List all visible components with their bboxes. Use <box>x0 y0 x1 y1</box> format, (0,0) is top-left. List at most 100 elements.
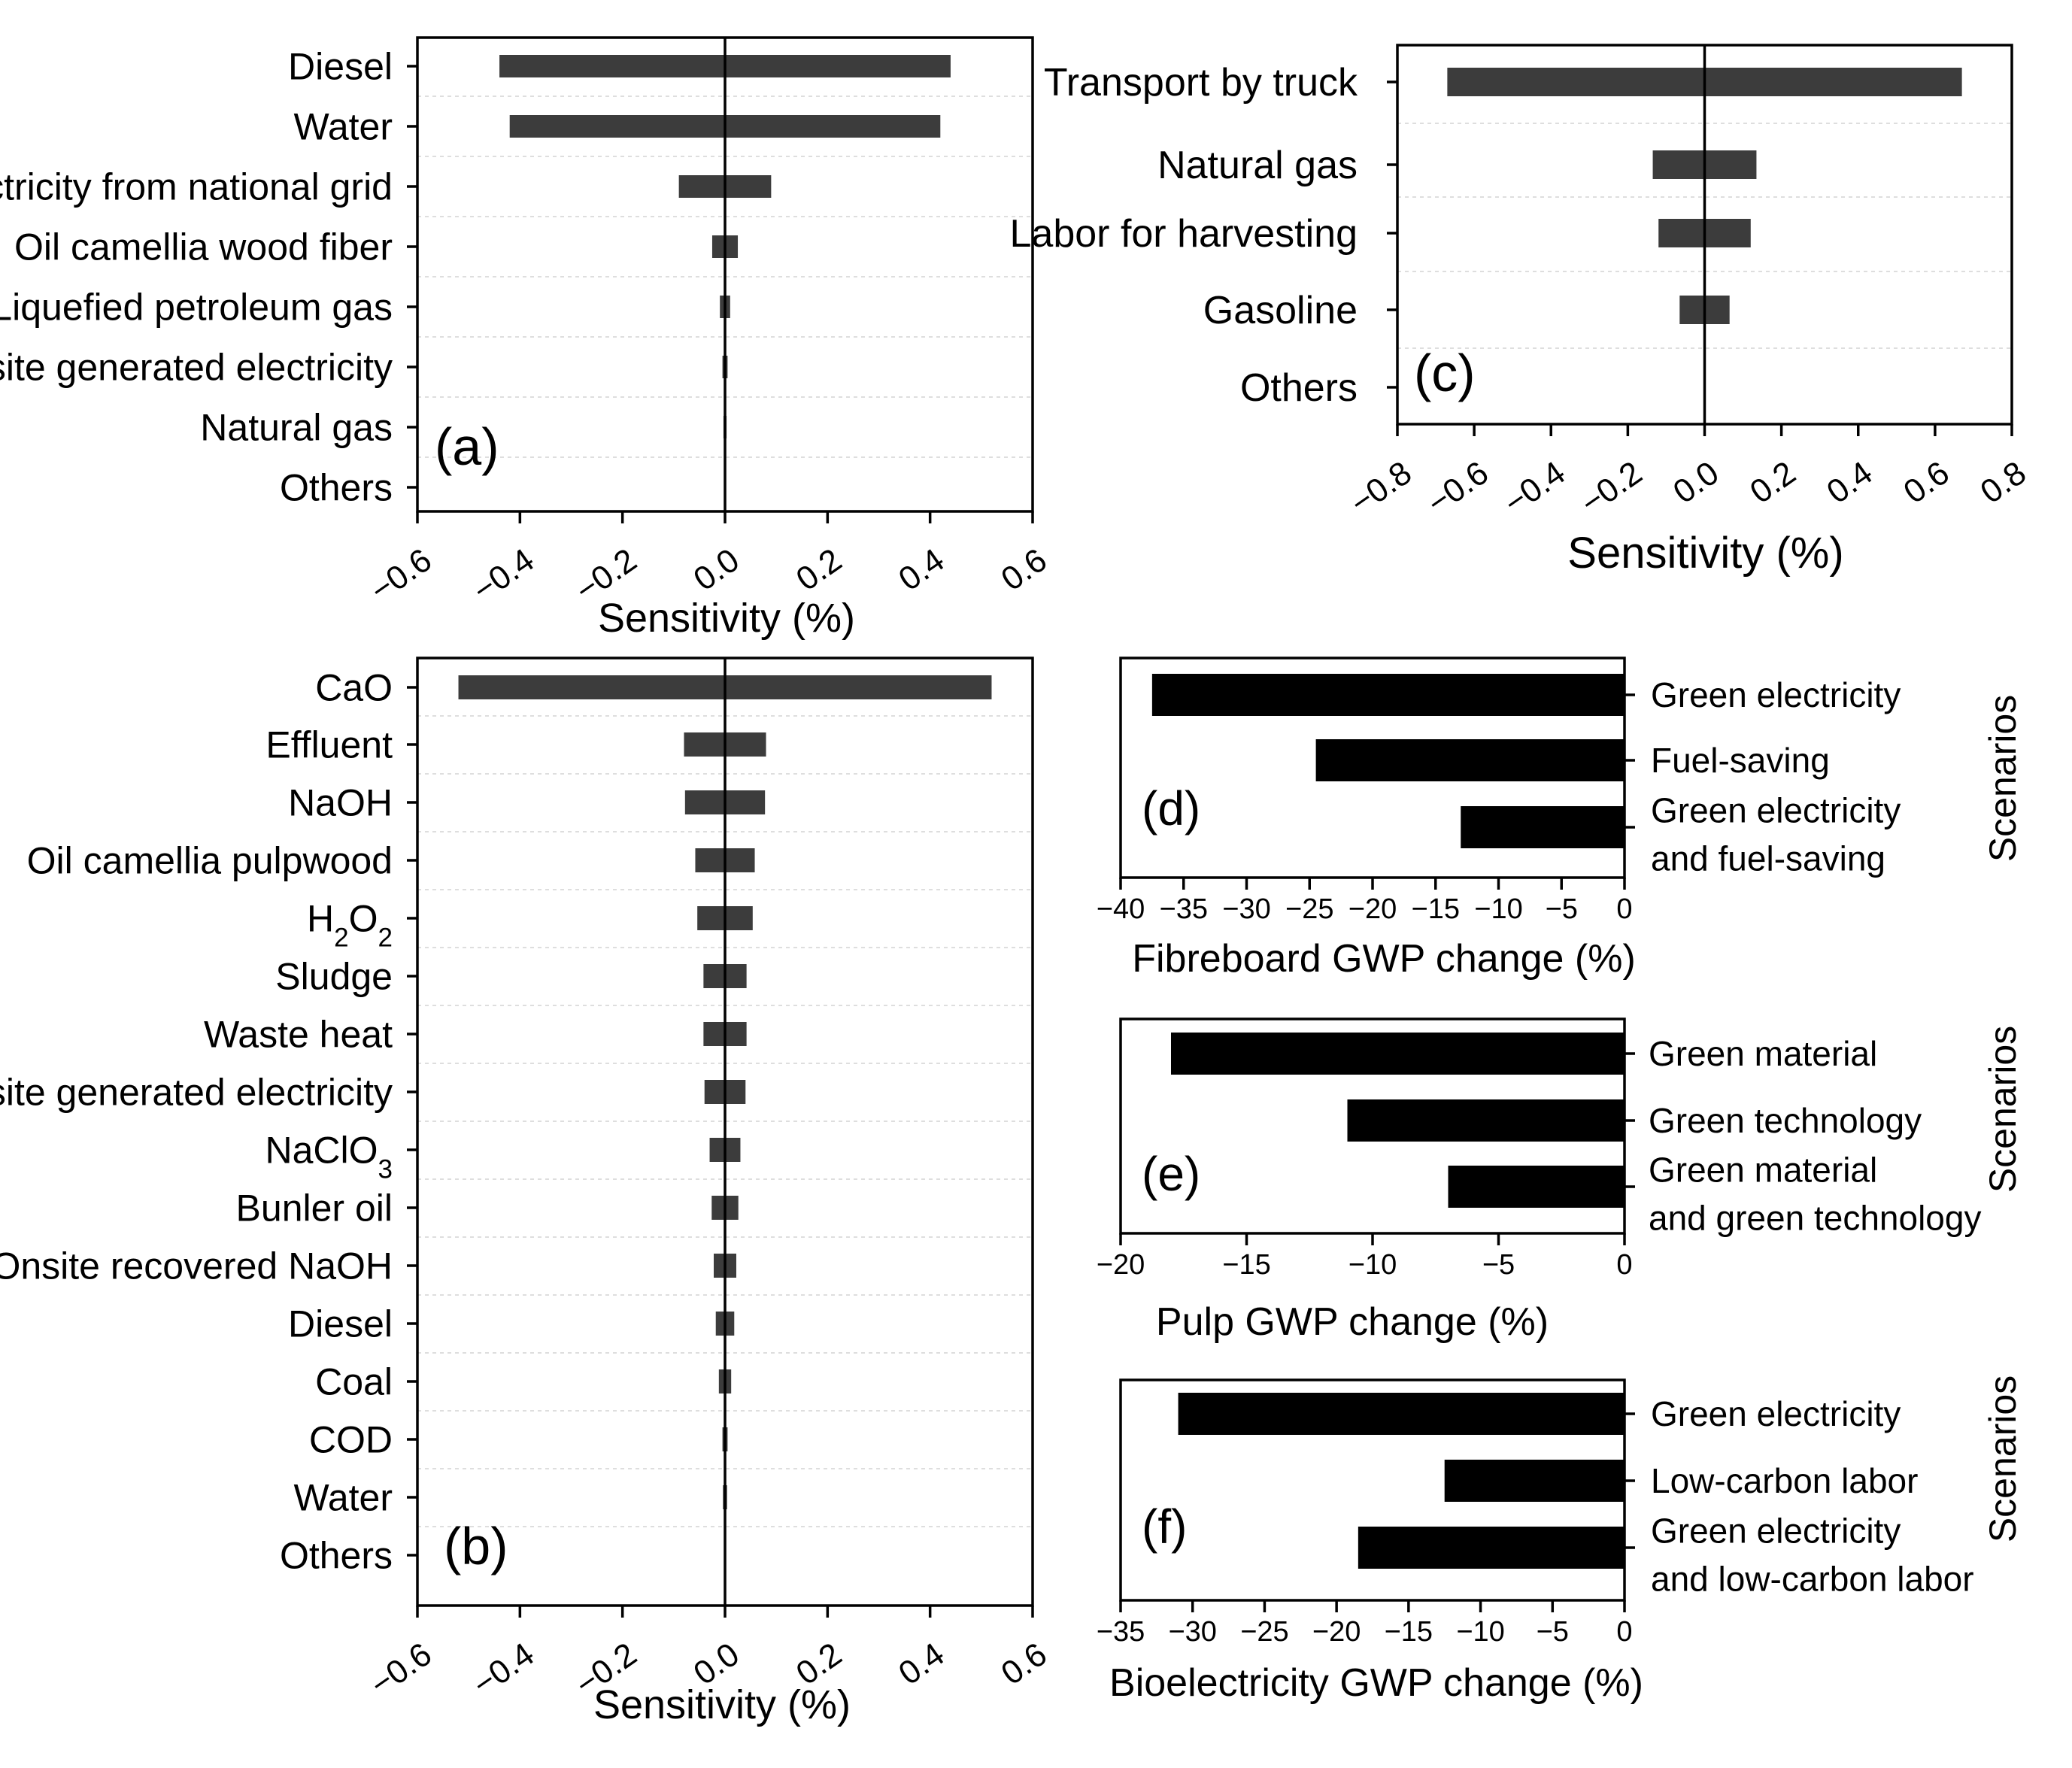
category-label: Liquefied petroleum gas <box>0 287 393 329</box>
label-text: Others <box>1240 366 1358 410</box>
y-axis-title: Scenarios <box>1982 1375 2024 1542</box>
label-text: NaClO <box>265 1130 378 1172</box>
category-label: Fuel-saving <box>1651 741 1830 780</box>
panel-label: (d) <box>1142 781 1200 835</box>
category-label: Labor for harvesting <box>1010 212 1358 256</box>
x-tick-label: 0.8 <box>1974 454 2033 511</box>
panel-a: Diesel Water Electricity from national gri… <box>0 36 1054 641</box>
x-tick-label: 0.4 <box>1820 454 1879 511</box>
category-label: Green electricity <box>1651 791 1901 830</box>
category-label: Electricity from national grid <box>0 166 393 208</box>
x-tick-label: −0.6 <box>1421 454 1495 522</box>
label-subscript: 3 <box>378 1154 393 1184</box>
panel-e: Green material Green technology Green mate… <box>1097 1017 2024 1344</box>
label-text: COD <box>309 1419 393 1461</box>
x-tick-label: −5 <box>1482 1249 1515 1281</box>
label-text: Liquefied petroleum gas <box>0 287 393 329</box>
label-text: Coal <box>315 1361 393 1403</box>
category-label: Gasoline <box>1203 289 1358 332</box>
x-tick-label: −0.4 <box>466 1636 541 1703</box>
category-label: Green material <box>1649 1034 1877 1073</box>
label-subscript: 2 <box>334 923 348 952</box>
panel-c: Transport by truck Natural gas Labor for h… <box>1010 44 2033 578</box>
label-text: Natural gas <box>200 407 393 449</box>
category-label: Waste heat <box>204 1014 393 1056</box>
plot-frame <box>1119 1378 1626 1602</box>
label-text: Bunler oil <box>236 1187 393 1230</box>
x-tick-label: 0.4 <box>892 541 951 598</box>
label-text: Water <box>294 1477 393 1519</box>
category-label: NaOH <box>288 782 393 824</box>
x-tick-label: −15 <box>1222 1249 1270 1281</box>
category-label: Diesel <box>288 1303 393 1345</box>
x-tick-label: 0 <box>1616 893 1632 925</box>
category-label: Transport by truck <box>1044 61 1358 105</box>
label-text: Water <box>294 106 393 148</box>
label-text: Diesel <box>288 1303 393 1345</box>
x-tick-label: −40 <box>1097 893 1145 925</box>
x-tick-label: −0.6 <box>363 541 438 609</box>
panel-label: (e) <box>1142 1147 1200 1201</box>
category-label: Others <box>1240 366 1358 410</box>
x-tick-label: −20 <box>1097 1249 1145 1281</box>
panel-d: Green electricity Fuel-saving Green electr… <box>1097 657 2024 981</box>
x-tick-label: −10 <box>1348 1249 1397 1281</box>
category-label: Others <box>280 1535 393 1577</box>
x-tick-label: −20 <box>1348 893 1397 925</box>
category-label: Effluent <box>265 724 393 766</box>
x-tick-label: −0.4 <box>466 541 541 609</box>
category-label: Others <box>280 467 393 509</box>
x-tick-label: 0 <box>1616 1616 1632 1648</box>
x-tick-label: −5 <box>1546 893 1578 925</box>
bar <box>1448 1166 1625 1208</box>
label-text: O <box>349 898 378 940</box>
label-text: Electricity from national grid <box>0 166 393 208</box>
x-tick-label: −35 <box>1097 1616 1145 1648</box>
category-label: and fuel-saving <box>1651 839 1885 878</box>
category-label: Natural gas <box>200 407 393 449</box>
x-tick-label: 0.6 <box>995 541 1054 598</box>
x-tick-label: 0.2 <box>790 541 848 598</box>
panel-label: (c) <box>1414 344 1476 402</box>
label-text: Natural gas <box>1157 144 1358 187</box>
x-axis-title: Pulp GWP change (%) <box>1156 1300 1549 1344</box>
x-axis-title: Sensitivity (%) <box>1567 529 1843 578</box>
category-label: Bunler oil <box>236 1187 393 1230</box>
category-label: Diesel <box>288 46 393 88</box>
category-label: Coal <box>315 1361 393 1403</box>
label-text: Effluent <box>265 724 393 766</box>
label-text: CaO <box>315 667 393 709</box>
category-label: Oil camellia pulpwood <box>27 840 393 882</box>
bar <box>1347 1099 1625 1142</box>
x-tick-label: −0.2 <box>1574 454 1649 522</box>
x-axis-title: Fibreboard GWP change (%) <box>1132 937 1636 981</box>
x-tick-label: −0.8 <box>1343 454 1418 522</box>
panel-f: Green electricity Low-carbon labor Green e… <box>1097 1375 2024 1705</box>
label-text: NaOH <box>288 782 393 824</box>
category-label: Green electricity <box>1651 1512 1901 1551</box>
panel-label: (f) <box>1142 1500 1187 1554</box>
category-label: CaO <box>315 667 393 709</box>
category-label: NaClO3 <box>265 1130 393 1184</box>
category-label: and green technology <box>1649 1199 1981 1238</box>
label-text: Waste heat <box>204 1014 393 1056</box>
label-text: Onsite generated electricity <box>0 1072 393 1114</box>
category-label: Onsite generated electricity <box>0 1072 393 1114</box>
x-tick-label: −15 <box>1385 1616 1433 1648</box>
panel-label: (a) <box>435 417 499 476</box>
x-tick-label: −25 <box>1240 1616 1288 1648</box>
x-tick-label: 0.2 <box>1743 454 1802 511</box>
x-tick-label: −25 <box>1285 893 1333 925</box>
label-text: Sludge <box>275 956 393 998</box>
category-label: Water <box>294 106 393 148</box>
x-tick-label: −35 <box>1160 893 1208 925</box>
label-text: Labor for harvesting <box>1010 212 1358 256</box>
panel-label: (b) <box>444 1517 508 1575</box>
x-tick-label: 0.4 <box>892 1636 951 1692</box>
x-tick-label: −0.6 <box>363 1636 438 1703</box>
label-text: Onsite recovered NaOH <box>0 1245 393 1287</box>
x-tick-label: −20 <box>1312 1616 1361 1648</box>
category-label: Green electricity <box>1651 675 1901 714</box>
